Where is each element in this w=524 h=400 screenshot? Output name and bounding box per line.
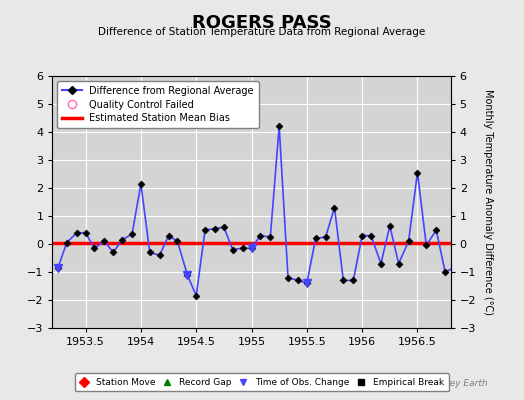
Y-axis label: Monthly Temperature Anomaly Difference (°C): Monthly Temperature Anomaly Difference (…	[483, 89, 493, 315]
Legend: Difference from Regional Average, Quality Control Failed, Estimated Station Mean: Difference from Regional Average, Qualit…	[57, 81, 259, 128]
Text: Difference of Station Temperature Data from Regional Average: Difference of Station Temperature Data f…	[99, 27, 425, 37]
Legend: Station Move, Record Gap, Time of Obs. Change, Empirical Break: Station Move, Record Gap, Time of Obs. C…	[75, 374, 449, 392]
Text: ROGERS PASS: ROGERS PASS	[192, 14, 332, 32]
Text: Berkeley Earth: Berkeley Earth	[421, 379, 487, 388]
